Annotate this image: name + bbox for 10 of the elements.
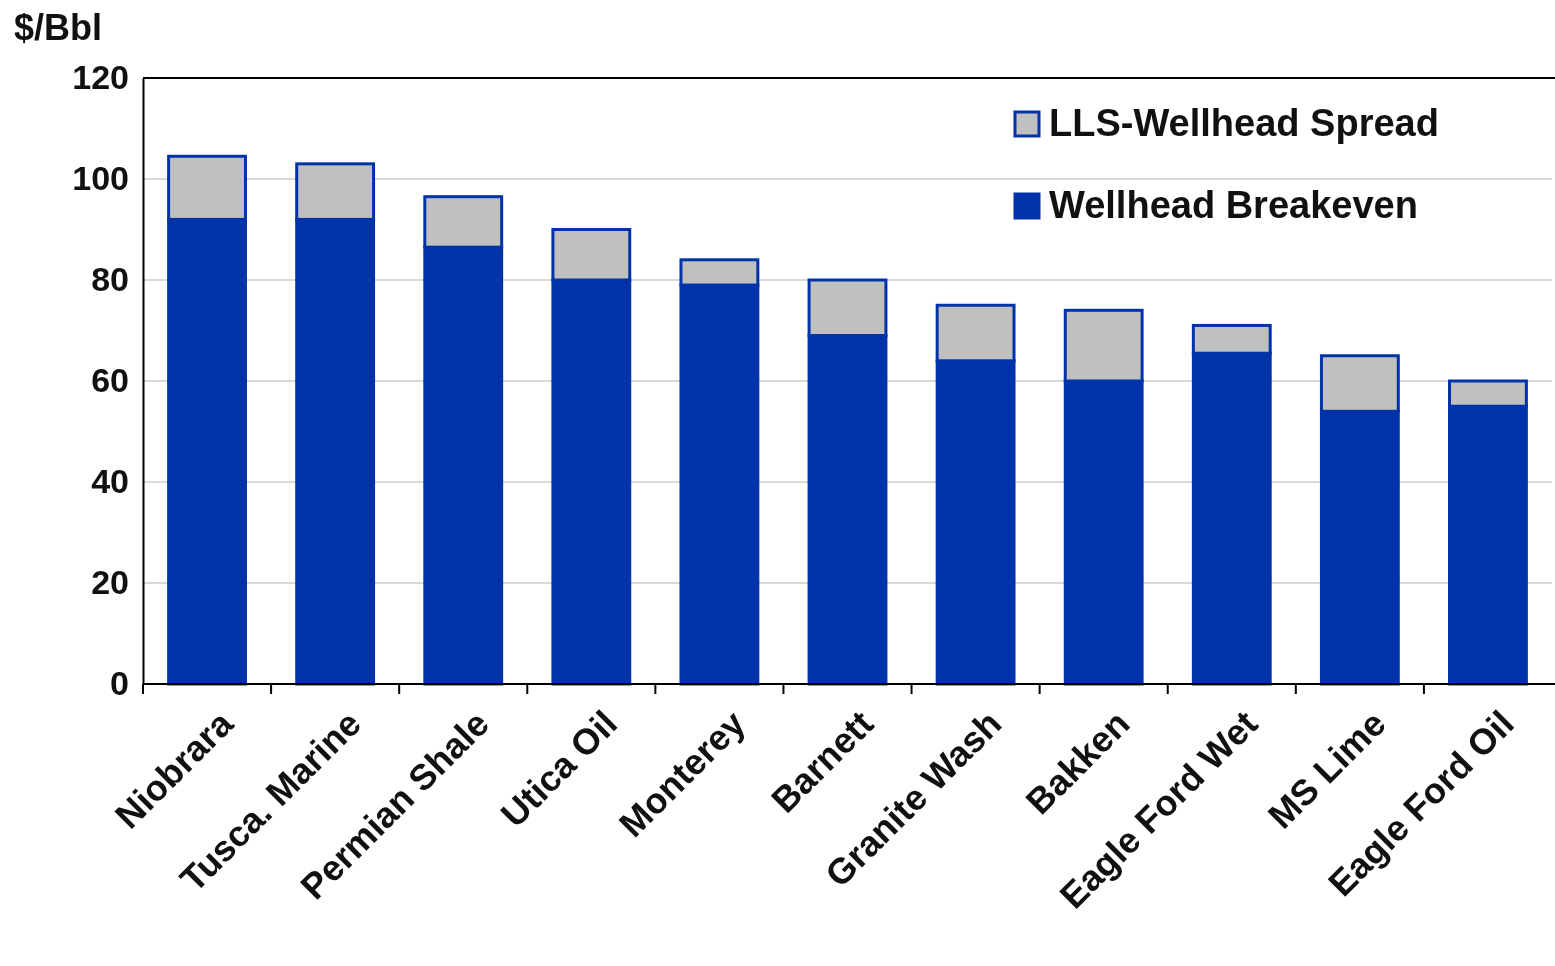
y-axis-title: $/Bbl [14, 7, 103, 48]
y-tick-label: 0 [110, 664, 129, 703]
legend-label: LLS-Wellhead Spread [1049, 102, 1439, 144]
legend-label: Wellhead Breakeven [1049, 184, 1418, 226]
y-tick-label: 40 [91, 462, 129, 501]
y-tick-label: 100 [72, 159, 129, 198]
y-tick-label: 80 [91, 260, 129, 299]
y-tick-label: 120 [72, 58, 129, 97]
y-tick-label: 20 [91, 563, 129, 602]
y-tick-label: 60 [91, 361, 129, 400]
